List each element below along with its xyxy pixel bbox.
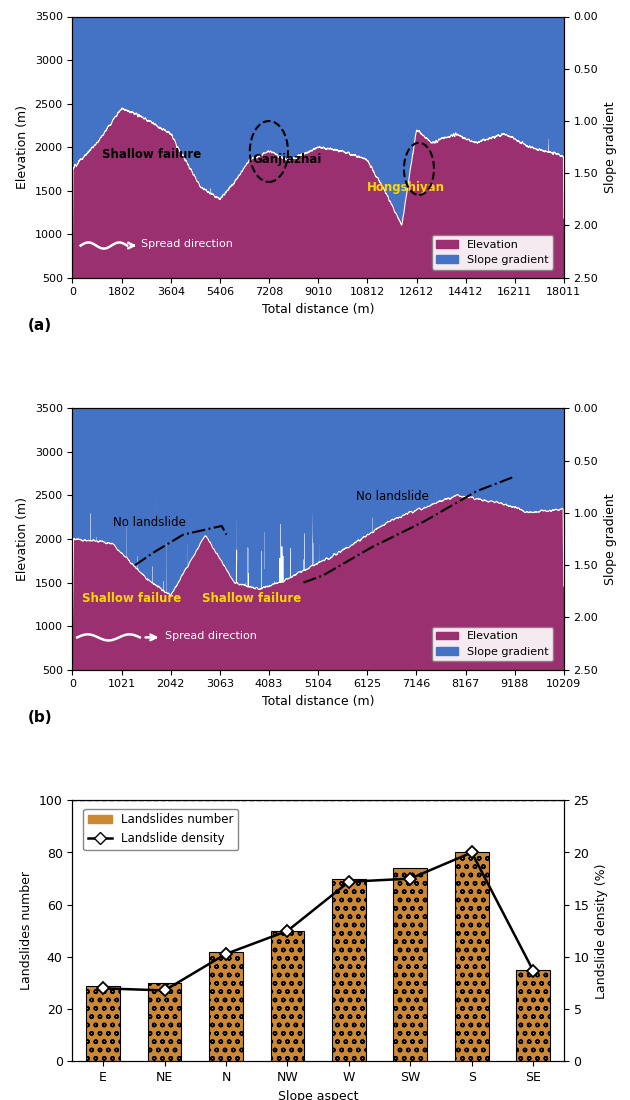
Text: Shallow failure: Shallow failure <box>82 592 181 605</box>
Text: Ganjiazhai: Ganjiazhai <box>253 153 322 166</box>
Y-axis label: Elevation (m): Elevation (m) <box>16 106 29 189</box>
Text: (b): (b) <box>28 710 53 725</box>
Y-axis label: Landslides number: Landslides number <box>20 871 33 990</box>
Bar <box>86 986 120 1062</box>
Legend: Elevation, Slope gradient: Elevation, Slope gradient <box>432 627 553 661</box>
Text: No landslide: No landslide <box>357 490 429 503</box>
Legend: Landslides number, Landslide density: Landslides number, Landslide density <box>83 808 238 850</box>
Bar <box>332 879 366 1062</box>
Text: Shallow failure: Shallow failure <box>103 148 202 162</box>
Legend: Elevation, Slope gradient: Elevation, Slope gradient <box>432 235 553 270</box>
Bar <box>516 970 550 1062</box>
Y-axis label: Slope gradient: Slope gradient <box>604 493 617 585</box>
Y-axis label: Slope gradient: Slope gradient <box>604 101 617 192</box>
X-axis label: Slope aspect: Slope aspect <box>278 1090 358 1100</box>
X-axis label: Total distance (m): Total distance (m) <box>262 302 374 316</box>
Y-axis label: Landslide density (%): Landslide density (%) <box>595 864 608 999</box>
Text: Hongshiyan: Hongshiyan <box>367 180 445 194</box>
Text: Shallow failure: Shallow failure <box>202 592 302 605</box>
Bar <box>147 983 181 1062</box>
Text: No landslide: No landslide <box>113 516 186 529</box>
Bar <box>393 868 427 1062</box>
Y-axis label: Elevation (m): Elevation (m) <box>16 497 29 581</box>
Text: (a): (a) <box>28 318 52 333</box>
Bar <box>209 952 243 1062</box>
X-axis label: Total distance (m): Total distance (m) <box>262 695 374 708</box>
Bar <box>270 931 304 1062</box>
Bar <box>455 852 489 1062</box>
Text: Spread direction: Spread direction <box>141 240 233 250</box>
Text: Spread direction: Spread direction <box>165 631 257 641</box>
